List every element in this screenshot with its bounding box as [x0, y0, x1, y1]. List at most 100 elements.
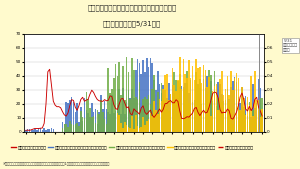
Bar [219, 99, 221, 132]
Bar [199, 67, 201, 132]
Bar [226, 117, 228, 132]
Bar [260, 98, 261, 132]
Bar [85, 110, 87, 132]
Bar [166, 74, 168, 132]
Bar [173, 93, 175, 132]
Bar [221, 94, 223, 132]
Bar [84, 118, 85, 132]
Bar [190, 80, 191, 132]
Bar [71, 124, 72, 132]
Bar [62, 128, 63, 132]
Bar [120, 95, 122, 132]
Bar [212, 111, 214, 132]
Bar [186, 71, 188, 132]
Bar [139, 63, 140, 132]
Bar [124, 100, 125, 132]
Bar [230, 71, 232, 132]
Bar [223, 107, 224, 132]
Bar [218, 82, 219, 132]
Bar [44, 128, 45, 132]
Bar [236, 121, 237, 132]
Bar [254, 71, 256, 132]
Bar [250, 76, 252, 132]
Bar [254, 108, 256, 132]
Bar [128, 90, 129, 132]
Bar [252, 111, 254, 132]
Bar [175, 105, 177, 132]
Bar [225, 100, 226, 132]
Bar [109, 93, 111, 132]
Bar [172, 100, 173, 132]
Bar [212, 91, 214, 132]
Bar [135, 70, 136, 132]
Bar [142, 60, 144, 132]
Bar [130, 128, 131, 132]
Bar [205, 88, 206, 132]
Bar [250, 117, 252, 132]
Bar [175, 91, 177, 132]
Bar [210, 116, 212, 132]
Bar [258, 101, 259, 132]
Bar [155, 110, 157, 132]
Bar [139, 82, 140, 132]
Bar [234, 78, 236, 132]
Bar [170, 99, 171, 132]
Bar [197, 68, 199, 132]
Bar [179, 87, 181, 132]
Bar [98, 112, 100, 132]
Bar [95, 123, 96, 132]
Bar [223, 95, 224, 132]
Bar [245, 114, 247, 132]
Bar [34, 129, 36, 132]
Bar [241, 87, 243, 132]
Bar [214, 71, 215, 132]
Bar [73, 102, 74, 132]
Bar [97, 124, 98, 132]
Bar [113, 113, 115, 132]
Bar [84, 98, 85, 132]
Bar [131, 116, 133, 132]
Bar [142, 99, 144, 132]
Bar [95, 109, 96, 132]
Bar [159, 99, 161, 132]
Bar [133, 129, 135, 132]
Bar [218, 98, 219, 132]
Bar [117, 76, 118, 132]
Bar [80, 107, 82, 132]
Bar [234, 115, 236, 132]
Bar [102, 109, 104, 132]
Bar [199, 88, 201, 132]
Bar [177, 98, 179, 132]
Bar [148, 67, 149, 132]
Bar [109, 114, 111, 132]
Bar [51, 128, 52, 132]
Bar [107, 68, 109, 132]
Bar [91, 117, 93, 132]
Bar [228, 95, 230, 132]
Bar [67, 127, 69, 132]
Bar [205, 70, 206, 132]
Bar [226, 89, 228, 132]
Bar [194, 117, 195, 132]
Bar [144, 97, 146, 132]
Bar [219, 84, 221, 132]
Text: （対応別）開設〜5/31時点: （対応別）開設〜5/31時点 [103, 20, 161, 27]
Bar [173, 72, 175, 132]
Bar [179, 57, 181, 132]
Bar [170, 94, 171, 132]
Bar [225, 89, 226, 132]
Bar [239, 110, 241, 132]
Bar [239, 111, 241, 132]
Bar [120, 114, 122, 132]
Bar [118, 62, 120, 132]
Bar [111, 89, 113, 132]
Bar [256, 100, 257, 132]
Bar [183, 59, 184, 132]
Bar [155, 90, 157, 132]
Bar [190, 78, 191, 132]
Bar [168, 83, 170, 132]
Bar [69, 121, 70, 132]
Bar [82, 121, 83, 132]
Bar [245, 96, 247, 132]
Bar [206, 87, 208, 132]
